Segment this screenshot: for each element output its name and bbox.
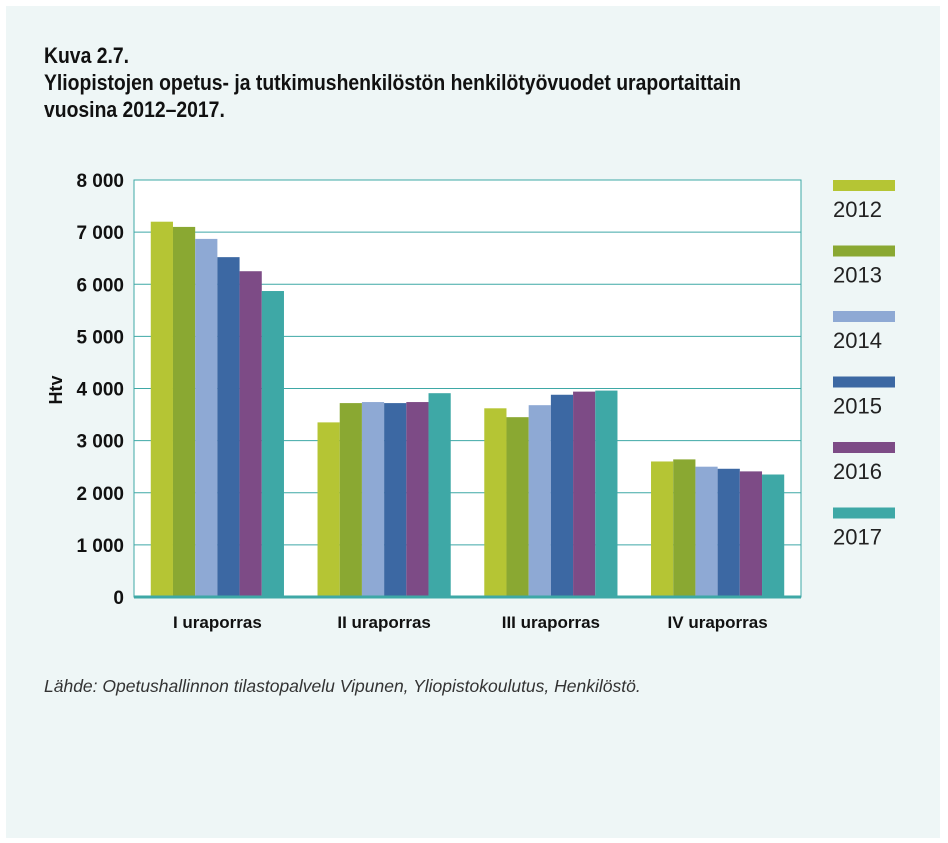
bar-2016-cat3 [573, 391, 596, 597]
legend-label-2016: 2016 [833, 459, 882, 484]
legend-swatch-2014 [833, 311, 895, 322]
bar-2013-cat3 [506, 417, 529, 597]
figure-number: Kuva 2.7. [44, 43, 130, 68]
y-tick-label: 5 000 [76, 327, 124, 348]
bar-2015-cat4 [717, 468, 740, 597]
x-tick-label: III uraporras [502, 613, 600, 632]
figure-title-line1: Yliopistojen opetus- ja tutkimushenkilös… [44, 70, 742, 95]
y-tick-label: 8 000 [76, 171, 124, 192]
y-tick-label: 2 000 [76, 484, 124, 505]
bar-2014-cat3 [528, 405, 551, 597]
y-tick-label: 1 000 [76, 536, 124, 557]
legend-label-2012: 2012 [833, 197, 882, 222]
bar-2015-cat1 [217, 257, 240, 597]
bar-2012-cat4 [651, 461, 674, 597]
legend-swatch-2013 [833, 245, 895, 257]
bar-2016-cat2 [406, 402, 429, 597]
legend-swatch-2017 [833, 507, 895, 519]
bar-2012-cat1 [150, 221, 173, 597]
bar-2015-cat3 [550, 394, 574, 597]
bar-2014-cat4 [695, 466, 718, 597]
y-tick-label: 7 000 [76, 223, 124, 244]
y-tick-label: 3 000 [76, 432, 124, 453]
x-tick-label: II uraporras [337, 613, 431, 632]
legend-swatch-2015 [833, 376, 895, 388]
x-tick-label: I uraporras [173, 613, 262, 632]
legend-label-2017: 2017 [833, 525, 882, 550]
bar-2017-cat1 [261, 291, 284, 597]
legend-label-2015: 2015 [833, 394, 882, 419]
bar-2016-cat1 [239, 271, 262, 597]
y-tick-label: 6 000 [76, 275, 124, 296]
figure-heading: Kuva 2.7. Yliopistojen opetus- ja tutkim… [44, 42, 801, 123]
x-tick-label: IV uraporras [668, 613, 768, 632]
figure-title-line2: vuosina 2012–2017. [44, 97, 225, 122]
bar-2016-cat4 [739, 471, 763, 597]
bar-2012-cat2 [317, 422, 340, 597]
bar-2017-cat2 [428, 393, 451, 597]
y-tick-label: 0 [113, 588, 124, 609]
legend-label-2013: 2013 [833, 263, 882, 288]
bar-2014-cat2 [361, 402, 385, 597]
bar-2014-cat1 [195, 238, 218, 597]
source-note: Lähde: Opetushallinnon tilastopalvelu Vi… [44, 676, 641, 696]
bar-2013-cat2 [339, 403, 362, 597]
legend-swatch-2012 [833, 180, 895, 191]
bar-2017-cat3 [595, 390, 618, 597]
legend-label-2014: 2014 [833, 328, 882, 353]
bar-2015-cat2 [384, 403, 407, 597]
legend-swatch-2016 [833, 442, 895, 453]
bar-2013-cat4 [673, 459, 696, 597]
y-axis-label: Htv [46, 375, 66, 404]
bar-2012-cat3 [484, 408, 507, 597]
bar-2013-cat1 [172, 226, 196, 597]
y-tick-label: 4 000 [76, 380, 124, 401]
bar-2017-cat4 [762, 474, 785, 597]
